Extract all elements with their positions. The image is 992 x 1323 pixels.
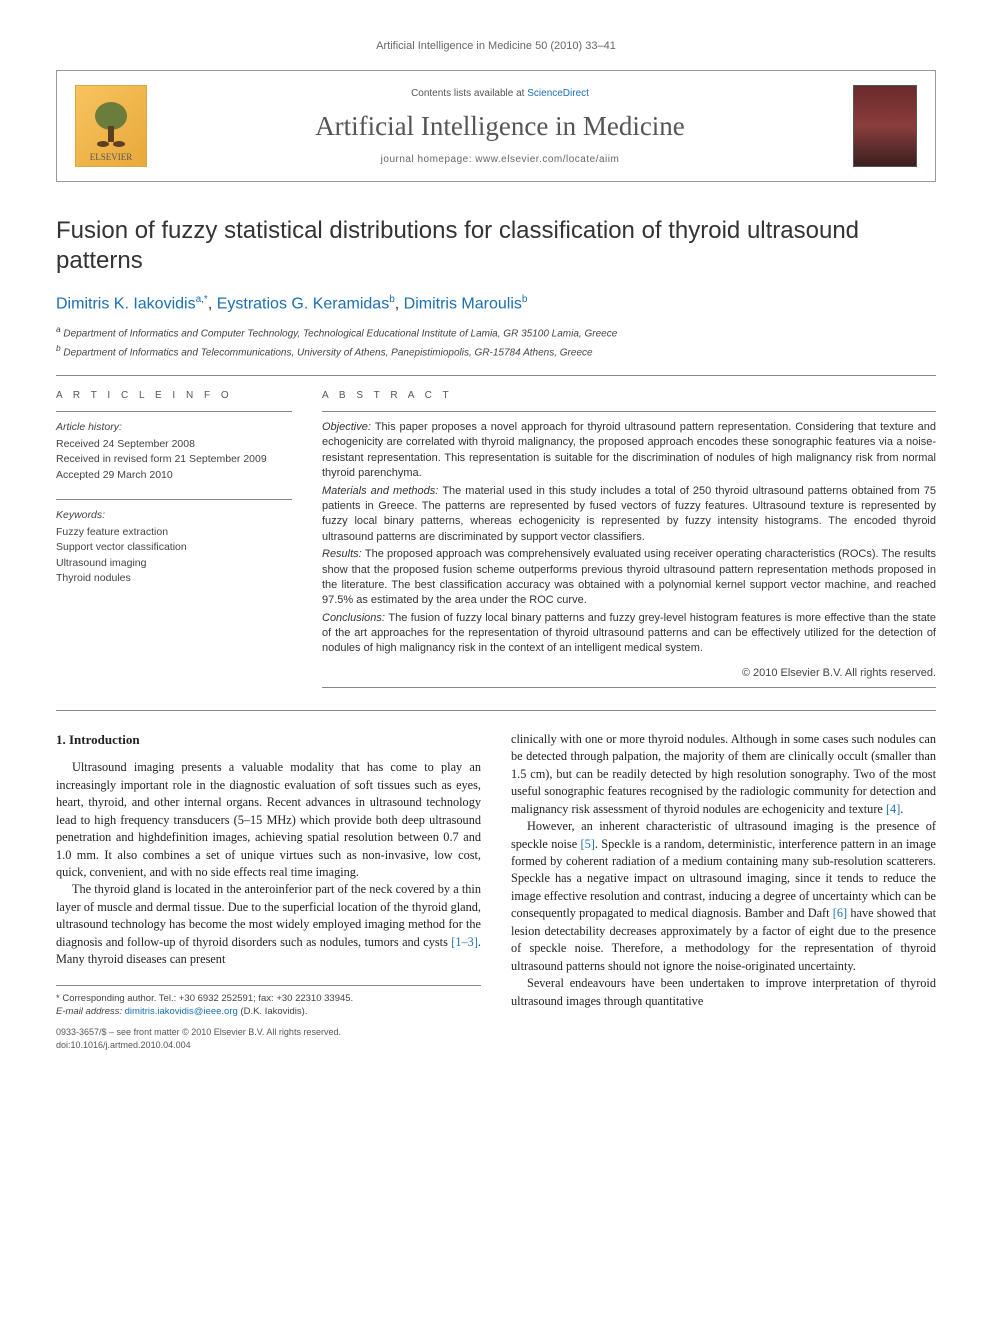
affiliation-b: b Department of Informatics and Telecomm… (56, 342, 936, 361)
body-column-left: 1. Introduction Ultrasound imaging prese… (56, 731, 481, 1052)
journal-masthead: ELSEVIER Contents lists available at Sci… (56, 70, 936, 182)
citation-link[interactable]: [5] (581, 837, 595, 851)
email-link[interactable]: dimitris.iakovidis@ieee.org (125, 1006, 238, 1017)
author-affil-sup: a,* (196, 294, 208, 305)
journal-name: Artificial Intelligence in Medicine (165, 111, 835, 142)
abstract-results: The proposed approach was comprehensivel… (322, 548, 936, 606)
author-list: Dimitris K. Iakovidisa,*, Eystratios G. … (56, 294, 936, 313)
keyword: Fuzzy feature extraction (56, 525, 292, 540)
abstract-objective-label: Objective: (322, 421, 375, 433)
elsevier-tree-icon (89, 98, 133, 148)
homepage-line: journal homepage: www.elsevier.com/locat… (165, 154, 835, 165)
email-line: E-mail address: dimitris.iakovidis@ieee.… (56, 1005, 481, 1018)
keyword: Ultrasound imaging (56, 556, 292, 571)
article-info-column: A R T I C L E I N F O Article history: R… (56, 390, 292, 696)
keyword: Thyroid nodules (56, 571, 292, 586)
contents-line: Contents lists available at ScienceDirec… (165, 88, 835, 99)
affiliation-a: a Department of Informatics and Computer… (56, 323, 936, 342)
body-column-right: clinically with one or more thyroid nodu… (511, 731, 936, 1052)
divider (56, 710, 936, 711)
keywords-heading: Keywords: (56, 508, 292, 523)
elsevier-logo-text: ELSEVIER (90, 152, 133, 162)
contents-prefix: Contents lists available at (411, 88, 527, 99)
citation-link[interactable]: [4] (886, 802, 900, 816)
author-affil-sup: b (522, 294, 528, 305)
divider (322, 687, 936, 688)
journal-cover-thumbnail (853, 85, 917, 167)
author-link[interactable]: Eystratios G. Keramidas (217, 295, 390, 312)
citation-link[interactable]: [6] (833, 906, 847, 920)
doi-line: doi:10.1016/j.artmed.2010.04.004 (56, 1039, 481, 1052)
body-paragraph: clinically with one or more thyroid nodu… (511, 731, 936, 818)
running-head: Artificial Intelligence in Medicine 50 (… (56, 40, 936, 52)
author-link[interactable]: Dimitris K. Iakovidis (56, 295, 196, 312)
article-title: Fusion of fuzzy statistical distribution… (56, 216, 936, 276)
sciencedirect-link[interactable]: ScienceDirect (527, 88, 589, 99)
elsevier-logo: ELSEVIER (75, 85, 147, 167)
body-text: The thyroid gland is located in the ante… (56, 882, 481, 948)
abstract-conclusions-label: Conclusions: (322, 612, 388, 624)
abstract-label: A B S T R A C T (322, 390, 936, 401)
keyword: Support vector classification (56, 540, 292, 555)
abstract-results-label: Results: (322, 548, 365, 560)
section-heading: 1. Introduction (56, 731, 481, 749)
history-received: Received 24 September 2008 (56, 437, 292, 452)
abstract-body: Objective: This paper proposes a novel a… (322, 420, 936, 657)
history-revised: Received in revised form 21 September 20… (56, 452, 292, 467)
divider (56, 375, 936, 376)
email-label: E-mail address: (56, 1006, 125, 1017)
body-text: clinically with one or more thyroid nodu… (511, 732, 936, 816)
body-paragraph: Several endeavours have been undertaken … (511, 975, 936, 1010)
corresponding-author-note: * Corresponding author. Tel.: +30 6932 2… (56, 992, 481, 1005)
body-paragraph: Ultrasound imaging presents a valuable m… (56, 759, 481, 881)
article-meta-row: A R T I C L E I N F O Article history: R… (56, 390, 936, 696)
homepage-prefix: journal homepage: (381, 154, 476, 165)
history-heading: Article history: (56, 420, 292, 435)
email-tail: (D.K. Iakovidis). (238, 1006, 308, 1017)
abstract-objective: This paper proposes a novel approach for… (322, 421, 936, 479)
history-accepted: Accepted 29 March 2010 (56, 468, 292, 483)
issn-line: 0933-3657/$ – see front matter © 2010 El… (56, 1026, 481, 1039)
abstract-conclusions: The fusion of fuzzy local binary pattern… (322, 612, 936, 655)
affiliation-text: Department of Informatics and Telecommun… (63, 347, 592, 358)
article-info-label: A R T I C L E I N F O (56, 390, 292, 401)
author-link[interactable]: Dimitris Maroulis (404, 295, 522, 312)
article-history: Article history: Received 24 September 2… (56, 420, 292, 483)
abstract-methods-label: Materials and methods: (322, 485, 442, 497)
front-matter-meta: 0933-3657/$ – see front matter © 2010 El… (56, 1026, 481, 1051)
affiliation-text: Department of Informatics and Computer T… (63, 329, 617, 340)
divider (56, 499, 292, 500)
body-text: . (900, 802, 903, 816)
citation-link[interactable]: [1–3] (451, 935, 478, 949)
author-affil-sup: b (389, 294, 395, 305)
keywords-block: Keywords: Fuzzy feature extraction Suppo… (56, 508, 292, 586)
body-two-column: 1. Introduction Ultrasound imaging prese… (56, 731, 936, 1052)
masthead-center: Contents lists available at ScienceDirec… (165, 88, 835, 165)
divider (56, 411, 292, 412)
homepage-link[interactable]: www.elsevier.com/locate/aiim (475, 154, 619, 165)
body-paragraph: However, an inherent characteristic of u… (511, 818, 936, 975)
abstract-copyright: © 2010 Elsevier B.V. All rights reserved… (322, 667, 936, 679)
abstract-column: A B S T R A C T Objective: This paper pr… (322, 390, 936, 696)
footnotes: * Corresponding author. Tel.: +30 6932 2… (56, 985, 481, 1019)
body-paragraph: The thyroid gland is located in the ante… (56, 881, 481, 968)
divider (322, 411, 936, 412)
